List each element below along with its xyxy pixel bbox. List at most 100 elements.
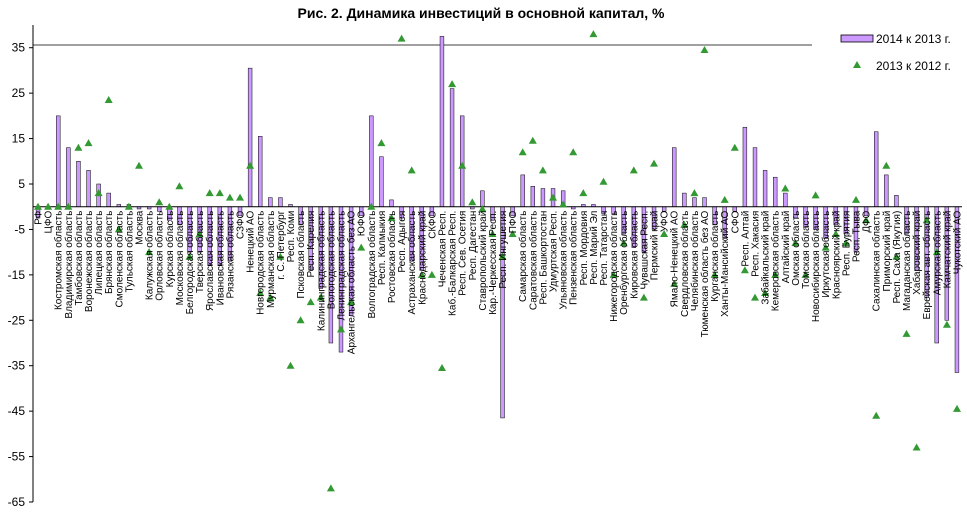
category-label: Респ. Татарстан	[599, 211, 610, 286]
point	[549, 193, 557, 201]
point	[680, 220, 689, 228]
category-label: Смоленская область	[113, 211, 125, 308]
category-label: СЗФО	[236, 210, 247, 239]
legend-triangle-swatch	[853, 61, 861, 68]
category-label: Респ. Сев. Осетия	[458, 211, 469, 296]
point	[629, 166, 638, 174]
y-tick-label: -5	[14, 222, 25, 236]
category-label: Иркутская область	[820, 211, 832, 298]
point	[175, 182, 184, 190]
category-label: Красноярский край	[831, 211, 842, 299]
point	[397, 34, 406, 42]
point-series	[34, 30, 961, 492]
category-label: ПФО	[508, 210, 519, 233]
point	[316, 293, 325, 301]
point	[124, 202, 133, 210]
point	[660, 230, 669, 237]
category-label: Нижегородская область	[608, 211, 620, 322]
category-label: ЦФО	[44, 210, 55, 233]
point	[104, 96, 113, 103]
point	[74, 143, 83, 151]
category-label: Владимирская область	[63, 211, 75, 319]
category-label: Тверская область	[194, 211, 206, 293]
category-label: Московская область	[174, 211, 186, 306]
point	[44, 202, 53, 210]
category-label: Ханты-Мансийский АО	[720, 210, 731, 316]
category-label: Тамбовская область	[73, 211, 85, 306]
point	[690, 189, 699, 197]
point	[306, 298, 315, 306]
point	[852, 195, 860, 203]
point	[670, 279, 679, 287]
bar	[783, 192, 788, 207]
category-label: Ямало-Ненецкий АО	[670, 210, 681, 307]
bar	[278, 197, 283, 207]
y-tick-label: 25	[12, 86, 26, 100]
point	[256, 289, 265, 296]
category-label: Ставропольский край	[478, 211, 489, 311]
category-label: Костромская область	[53, 211, 65, 310]
point	[337, 325, 345, 333]
point	[771, 270, 780, 278]
category-label: Свердловская область	[679, 211, 691, 317]
category-label: Краснодарский край	[417, 211, 428, 305]
point	[326, 484, 335, 492]
point	[357, 243, 366, 251]
category-label: Респ. Адыгея	[397, 211, 408, 273]
bar	[530, 186, 536, 207]
point	[902, 329, 911, 337]
point	[559, 200, 568, 208]
point	[417, 270, 426, 278]
category-label: Омская область	[790, 211, 802, 286]
category-label: Астраханская область	[406, 211, 418, 315]
y-tick-label: -65	[8, 495, 26, 509]
category-label: Респ. Саха (Якутия)	[892, 211, 903, 304]
category-label: РФ	[34, 210, 45, 225]
category-label: Респ. Хакасия	[751, 211, 762, 277]
point	[377, 139, 386, 147]
category-label: Белгородская область	[184, 211, 196, 315]
category-label: Воронежская область	[83, 211, 95, 312]
category-label: Респ. Бурятия	[841, 211, 852, 276]
point	[286, 361, 295, 369]
bar	[459, 115, 465, 207]
bar	[540, 188, 546, 207]
category-label: Ленинградская область	[336, 211, 348, 321]
category-label: Архангельская область без АО	[346, 210, 358, 354]
bar	[742, 126, 748, 207]
point	[650, 159, 658, 167]
category-label: Самарская область	[517, 211, 529, 302]
y-tick-label: -55	[8, 450, 26, 464]
y-tick-label: 15	[12, 132, 26, 146]
point	[225, 193, 234, 201]
category-label: Волгоградская область	[366, 211, 378, 319]
bar	[369, 115, 374, 207]
category-label: Чувашская Респ.	[639, 211, 650, 290]
category-label: Ивановская область	[214, 211, 226, 306]
legend-box	[815, 28, 955, 80]
category-label: Респ. Дагестан	[468, 211, 479, 281]
point	[761, 289, 770, 296]
point	[135, 161, 143, 169]
point	[64, 202, 73, 210]
category-label: Приморский край	[882, 211, 893, 292]
bar	[157, 206, 162, 212]
point	[276, 252, 285, 260]
point	[639, 293, 648, 301]
point	[538, 166, 547, 174]
bar	[106, 192, 111, 207]
category-label: г. С.-Петербург	[275, 210, 287, 279]
point	[922, 216, 931, 224]
category-label: Чеченская Респ.	[438, 211, 449, 288]
legend-label-points: 2013 к 2012 г.	[876, 59, 951, 73]
point	[882, 161, 891, 169]
category-label: Магаданская область	[901, 211, 913, 311]
point	[619, 239, 628, 247]
category-label: Кировская область	[628, 211, 640, 299]
category-label: Респ. Карелия	[306, 211, 317, 278]
category-label: Мурманская область	[265, 211, 277, 308]
category-label: Вологодская область	[325, 211, 337, 310]
point	[569, 148, 578, 156]
point	[195, 230, 204, 237]
